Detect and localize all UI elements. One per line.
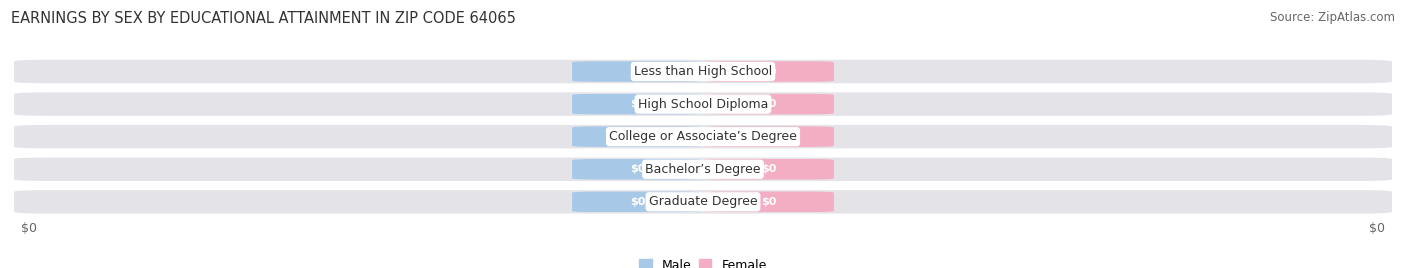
Text: Graduate Degree: Graduate Degree xyxy=(648,195,758,208)
Text: College or Associate’s Degree: College or Associate’s Degree xyxy=(609,130,797,143)
FancyBboxPatch shape xyxy=(572,159,703,180)
FancyBboxPatch shape xyxy=(703,192,834,212)
FancyBboxPatch shape xyxy=(14,125,1392,148)
Text: $0: $0 xyxy=(21,222,37,235)
Text: $0: $0 xyxy=(1369,222,1385,235)
Text: $0: $0 xyxy=(630,66,645,77)
Text: EARNINGS BY SEX BY EDUCATIONAL ATTAINMENT IN ZIP CODE 64065: EARNINGS BY SEX BY EDUCATIONAL ATTAINMEN… xyxy=(11,11,516,26)
Text: High School Diploma: High School Diploma xyxy=(638,98,768,111)
FancyBboxPatch shape xyxy=(14,158,1392,181)
Text: $0: $0 xyxy=(761,197,776,207)
FancyBboxPatch shape xyxy=(703,159,834,180)
FancyBboxPatch shape xyxy=(703,126,834,147)
FancyBboxPatch shape xyxy=(572,126,703,147)
FancyBboxPatch shape xyxy=(703,61,834,82)
Text: $0: $0 xyxy=(630,99,645,109)
Text: $0: $0 xyxy=(761,132,776,142)
Text: $0: $0 xyxy=(761,66,776,77)
Text: $0: $0 xyxy=(630,132,645,142)
FancyBboxPatch shape xyxy=(14,92,1392,116)
Text: $0: $0 xyxy=(630,197,645,207)
Legend: Male, Female: Male, Female xyxy=(634,254,772,268)
FancyBboxPatch shape xyxy=(572,61,703,82)
FancyBboxPatch shape xyxy=(572,192,703,212)
FancyBboxPatch shape xyxy=(703,94,834,114)
Text: Source: ZipAtlas.com: Source: ZipAtlas.com xyxy=(1270,11,1395,24)
Text: Less than High School: Less than High School xyxy=(634,65,772,78)
FancyBboxPatch shape xyxy=(14,60,1392,83)
FancyBboxPatch shape xyxy=(14,190,1392,214)
Text: Bachelor’s Degree: Bachelor’s Degree xyxy=(645,163,761,176)
Text: $0: $0 xyxy=(761,164,776,174)
Text: $0: $0 xyxy=(761,99,776,109)
FancyBboxPatch shape xyxy=(572,94,703,114)
Text: $0: $0 xyxy=(630,164,645,174)
